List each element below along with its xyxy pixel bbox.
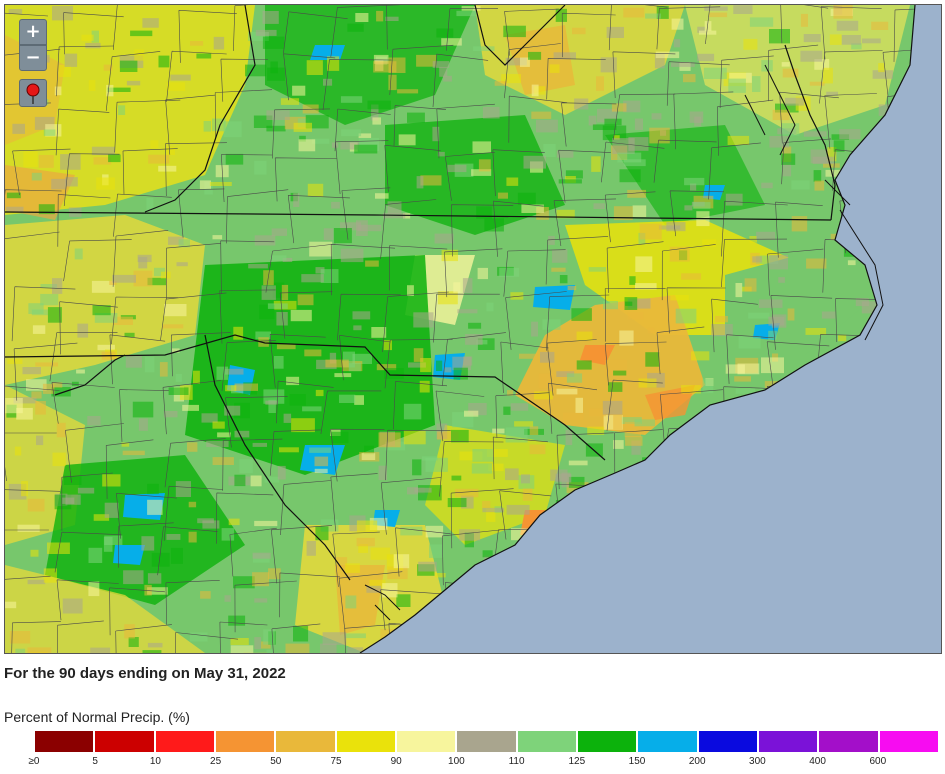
legend-tick-label: 5 [92, 756, 98, 767]
zoom-in-button[interactable]: + [19, 19, 47, 45]
legend-color-bar [35, 731, 938, 752]
legend-swatch [819, 731, 880, 752]
legend-tick-label: 300 [749, 756, 766, 767]
legend-swatch [396, 731, 458, 752]
legend-swatch [698, 731, 759, 752]
legend-swatch [215, 731, 277, 752]
legend-swatch [758, 731, 820, 752]
legend-swatch [638, 731, 699, 752]
coastline [359, 5, 916, 653]
legend-tick-label: 200 [688, 756, 706, 767]
map-pin-icon [26, 83, 40, 104]
legend-swatch [155, 731, 216, 752]
state-boundaries [5, 5, 836, 581]
legend-title: Percent of Normal Precip. (%) [4, 709, 190, 725]
precip-map[interactable]: + − [4, 4, 942, 654]
legend-tick-label: 600 [869, 756, 887, 767]
legend-tick-label: 75 [330, 756, 342, 767]
legend-swatch [35, 731, 96, 752]
legend-swatch [577, 731, 639, 752]
legend-tick-label: ≥0 [28, 756, 40, 767]
legend-tick-label: 110 [508, 756, 525, 767]
map-canvas[interactable] [5, 5, 941, 653]
legend-tick-label: 400 [809, 756, 826, 767]
legend-tick-labels: ≥0 5 10 25 50 75 90 100 110 125 150 200 300 400 600 [28, 756, 938, 770]
legend-tick-label: 100 [448, 756, 465, 767]
legend-tick-label: 25 [210, 756, 222, 767]
legend-swatch [336, 731, 397, 752]
legend-swatch [517, 731, 578, 752]
legend-swatch [95, 731, 156, 752]
legend-tick-label: 125 [568, 756, 586, 767]
legend-tick-label: 50 [270, 756, 282, 767]
legend-tick-label: 10 [149, 756, 161, 767]
barrier-islands [824, 179, 884, 341]
legend-swatch [276, 731, 337, 752]
legend-tick-label: 150 [628, 756, 646, 767]
map-pin-button[interactable] [19, 79, 47, 107]
legend-swatch [457, 731, 518, 752]
zoom-out-button[interactable]: − [19, 45, 47, 71]
bay-inlets [364, 64, 796, 621]
period-caption: For the 90 days ending on May 31, 2022 [4, 665, 286, 682]
legend-swatch [879, 731, 938, 752]
legend-tick-label: 90 [390, 756, 402, 767]
